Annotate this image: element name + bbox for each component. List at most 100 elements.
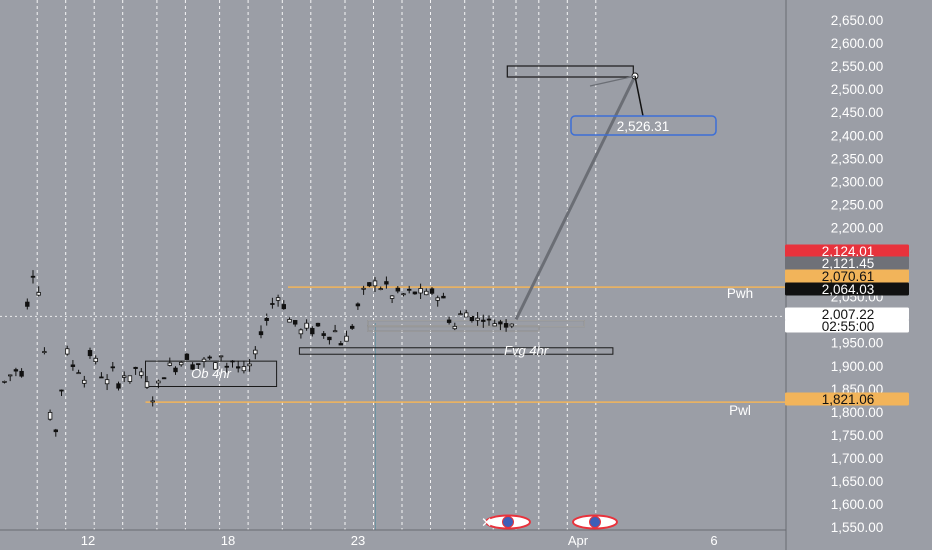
candle-body[interactable] [99,376,104,379]
candle-body[interactable] [47,412,53,420]
zone-box[interactable] [145,360,278,387]
candle-body[interactable] [110,366,115,369]
candle-body[interactable] [424,290,429,296]
candle-body[interactable] [13,369,19,372]
candle-body[interactable] [230,360,235,363]
candle-body[interactable] [116,383,121,389]
candle-body[interactable] [378,288,383,291]
candle-body[interactable] [87,350,93,357]
candle-body[interactable] [389,295,395,299]
candle-body[interactable] [42,351,47,353]
candle-body[interactable] [469,315,475,322]
candle-body[interactable] [332,330,338,333]
candle-body[interactable] [281,304,286,310]
candle-body[interactable] [395,287,400,292]
candle-body[interactable] [446,319,452,323]
candle-body[interactable] [7,374,13,377]
candle-body[interactable] [264,317,269,321]
candle-body[interactable] [59,389,64,392]
candle-body[interactable] [435,297,440,301]
candle-body[interactable] [441,295,446,299]
candle-body[interactable] [76,372,81,375]
target-zone-box[interactable] [506,65,634,78]
candle-body[interactable] [167,362,172,366]
zone-box[interactable] [298,347,614,355]
candle-body[interactable] [36,292,41,296]
candle-body[interactable] [104,379,110,385]
candle-body[interactable] [25,301,30,307]
candle-body[interactable] [509,323,514,327]
candle-body[interactable] [65,348,70,355]
candle-body[interactable] [327,336,332,341]
candle-body[interactable] [235,366,241,369]
candle-body[interactable] [213,362,218,370]
candle-body[interactable] [53,429,58,433]
candle-body[interactable] [498,321,503,325]
candle-body[interactable] [463,312,469,318]
candle-body[interactable] [367,282,372,287]
candle-body[interactable] [429,288,435,294]
candle-body[interactable] [218,355,224,358]
candle-body[interactable] [258,331,264,336]
candle-body[interactable] [139,371,144,376]
candle-body[interactable] [207,356,212,359]
candles[interactable] [2,270,514,437]
candle-body[interactable] [292,320,298,325]
candle-body[interactable] [184,353,190,360]
candle-body[interactable] [156,380,161,384]
candle-body[interactable] [458,313,463,316]
candle-body[interactable] [144,381,150,388]
candle-body[interactable] [406,288,412,291]
candle-body[interactable] [481,319,486,322]
candle-body[interactable] [412,291,418,295]
candle-body[interactable] [384,281,389,285]
candle-body[interactable] [321,333,326,336]
us-flag-event-icon[interactable] [572,514,618,530]
candle-body[interactable] [338,343,343,346]
candle-body[interactable] [82,379,87,384]
candle-body[interactable] [349,325,355,329]
candle-body[interactable] [452,325,457,330]
candle-body[interactable] [253,349,258,355]
candle-body[interactable] [418,288,423,294]
candle-body[interactable] [304,322,309,329]
candle-body[interactable] [270,303,275,305]
candle-body[interactable] [241,366,247,372]
candle-body[interactable] [475,317,480,321]
candle-body[interactable] [201,358,207,362]
candle-body[interactable] [247,363,252,367]
candle-body[interactable] [315,322,321,327]
candle-body[interactable] [224,365,229,368]
candle-body[interactable] [372,280,378,287]
candle-body[interactable] [344,335,349,342]
candle-body[interactable] [173,367,178,373]
candle-body[interactable] [503,323,509,328]
candle-body[interactable] [2,380,7,383]
candle-body[interactable] [275,297,281,301]
candle-body[interactable] [298,329,304,335]
candle-body[interactable] [310,328,315,335]
candle-body[interactable] [486,318,492,321]
candle-body[interactable] [355,303,361,307]
candle-body[interactable] [122,375,127,378]
candle-body[interactable] [70,364,76,367]
candle-body[interactable] [196,363,201,366]
target-label-box[interactable] [570,115,717,136]
candle-body[interactable] [492,323,497,327]
candle-body[interactable] [361,287,366,290]
candle-body[interactable] [190,364,195,370]
close-event-icon[interactable]: ✕ [481,515,492,530]
candle-body[interactable] [401,293,406,296]
candle-body[interactable] [150,400,155,403]
candle-body[interactable] [161,377,167,380]
candle-body[interactable] [127,375,133,382]
candle-body[interactable] [30,275,36,278]
candle-body[interactable] [19,370,24,377]
candle-body[interactable] [178,361,184,366]
plot-area[interactable] [0,0,786,530]
us-flag-event-icon[interactable] [485,514,531,530]
candle-body[interactable] [133,366,138,369]
candle-body[interactable] [287,319,292,323]
